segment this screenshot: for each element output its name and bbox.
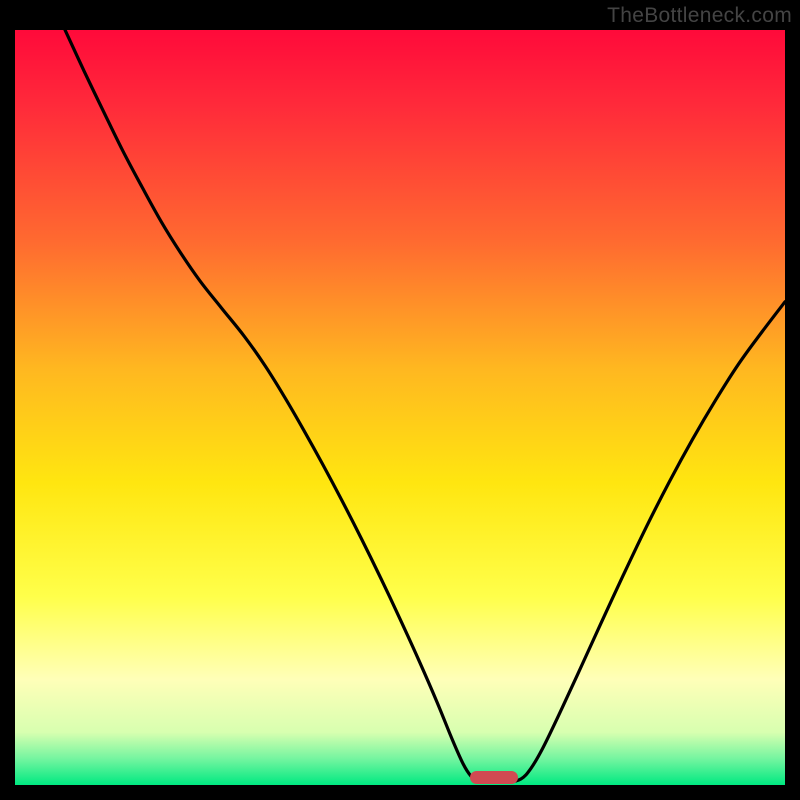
chart-container: TheBottleneck.com [0,0,800,800]
bottleneck-curve [15,30,785,785]
optimal-marker [470,771,518,785]
plot-area [15,30,785,785]
watermark-text: TheBottleneck.com [607,4,792,28]
